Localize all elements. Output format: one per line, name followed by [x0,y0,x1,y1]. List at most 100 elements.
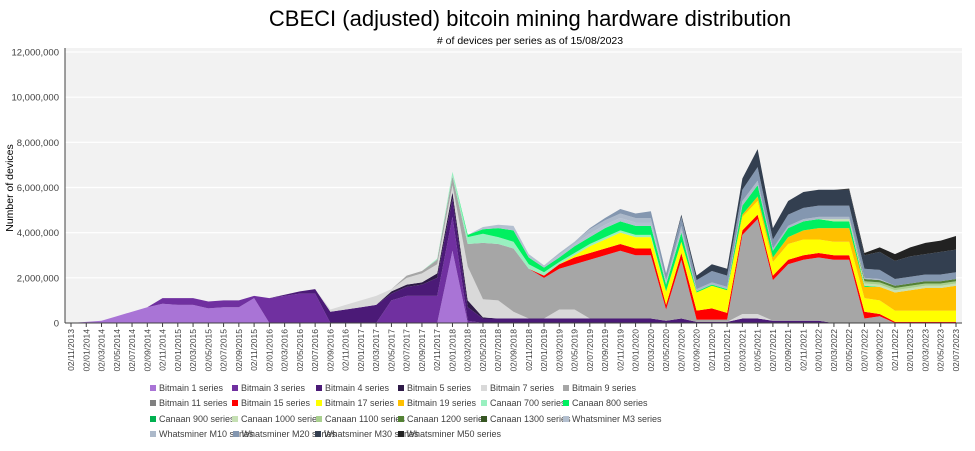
x-tick-label: 02/07/2014 [127,329,137,372]
x-tick-label: 02/01/2023 [905,329,915,372]
legend-item: Canaan 1100 series [316,414,405,424]
legend-swatch [316,415,322,422]
x-tick-label: 02/03/2021 [737,329,747,372]
legend-swatch [397,430,404,437]
x-tick-label: 02/09/2020 [692,329,702,372]
legend-swatch [481,400,487,407]
legend-item: Canaan 700 series [481,398,566,408]
x-tick-label: 02/11/2020 [707,329,717,371]
x-tick-label: 02/11/2015 [249,329,259,371]
legend-swatch [150,415,156,422]
x-tick-label: 02/11/2022 [890,329,900,371]
x-tick-label: 02/03/2018 [463,329,473,372]
legend-swatch [563,400,569,407]
x-tick-label: 02/01/2022 [814,329,824,372]
legend-label: Whatsminer M50 series [406,428,502,439]
x-tick-label: 02/05/2014 [112,329,122,372]
y-tick-label: 0 [54,319,59,330]
legend-swatch [232,430,239,437]
legend-item: Whatsminer M50 series [397,428,502,439]
x-tick-label: 02/11/2018 [524,329,534,371]
legend-label: Canaan 1100 series [325,413,405,424]
legend-swatch [150,430,156,437]
legend-swatch [398,415,404,422]
series-area-bitmain-3-series [71,216,956,323]
x-tick-label: 02/01/2014 [81,329,91,372]
legend-label: Bitmain 19 series [407,398,477,409]
x-tick-label: 02/07/2021 [768,329,778,372]
x-tick-label: 02/07/2020 [676,329,686,372]
y-axis-label: Number of devices [4,144,16,232]
series-area-bitmain-17-series [71,176,956,323]
legend-swatch [481,385,487,391]
x-tick-label: 02/03/2017 [371,329,381,372]
legend-label: Bitmain 9 series [572,383,637,393]
legend-label: Canaan 1300 series [490,413,571,424]
series-area-canaan-700-series [71,171,956,323]
legend-item: Bitmain 9 series [563,383,636,393]
legend-label: Canaan 700 series [490,398,566,409]
x-tick-label: 02/05/2020 [661,329,671,372]
legend-item: Bitmain 17 series [316,398,394,408]
y-tick-label: 8,000,000 [17,138,59,149]
legend-label: Bitmain 7 series [490,383,555,393]
x-tick-label: 02/11/2016 [341,329,351,371]
x-tick-label: 02/05/2016 [295,329,305,372]
legend-item: Whatsminer M30 series [315,429,419,439]
series-area-bitmain-1-series [71,250,956,323]
legend-label: Canaan 1200 series [407,413,488,424]
legend-swatch [150,400,156,407]
x-tick-label: 02/03/2016 [280,329,290,372]
legend-swatch [563,415,569,422]
x-tick-label: 02/03/2014 [97,329,107,372]
legend-label: Bitmain 3 series [241,383,306,393]
legend-swatch [232,400,238,407]
y-tick-label: 2,000,000 [17,273,59,284]
legend-item: Bitmain 7 series [481,383,554,393]
legend-item: Bitmain 19 series [398,398,476,408]
series-area-bitmain-19-series [71,176,956,323]
x-tick-label: 02/05/2022 [844,329,854,372]
x-tick-label: 02/07/2022 [859,329,869,372]
x-tick-label: 02/11/2021 [798,329,808,371]
legend-label: Bitmain 11 series [159,398,228,409]
legend-swatch [481,415,487,422]
x-tick-label: 02/11/2019 [615,329,625,371]
x-tick-label: 02/05/2015 [203,329,213,372]
legend-label: Bitmain 15 series [241,398,311,409]
legend-swatch [232,415,238,422]
chart-title: CBECI (adjusted) bitcoin mining hardware… [268,6,792,31]
legend-label: Whatsminer M20 series [241,428,337,439]
legend-label: Whatsminer M3 series [572,413,662,424]
x-tick-label: 02/09/2019 [600,329,610,372]
legend-item: Canaan 1200 series [398,414,488,424]
legend-item: Bitmain 5 series [398,383,471,393]
legend-swatch [398,385,404,391]
legend-swatch [563,385,569,391]
y-tick-label: 6,000,000 [17,183,59,194]
legend-item: Bitmain 15 series [232,398,310,408]
x-tick-label: 02/01/2021 [722,329,732,372]
legend-swatch [398,400,404,407]
legend-label: Bitmain 4 series [325,383,390,393]
x-tick-label: 02/01/2015 [173,329,183,372]
legend-item: Canaan 1000 series [232,414,322,424]
legend-label: Bitmain 1 series [159,383,224,393]
y-tick-label: 10,000,000 [11,93,59,104]
legend-swatch [316,385,322,391]
x-tick-label: 02/07/2016 [310,329,320,372]
x-tick-label: 02/03/2015 [188,329,198,372]
x-tick-label: 02/05/2021 [753,329,763,372]
legend-label: Canaan 800 series [572,398,648,409]
legend-item: Bitmain 4 series [316,383,389,393]
x-tick-label: 02/07/2023 [951,329,961,372]
y-tick-label: 12,000,000 [11,48,59,59]
x-tick-label: 02/07/2019 [585,329,595,372]
legend-item: Whatsminer M3 series [563,414,662,424]
x-tick-label: 02/03/2020 [646,329,656,372]
legend-item: Canaan 900 series [150,414,235,424]
x-tick-label: 02/07/2015 [219,329,229,372]
legend-item: Whatsminer M20 series [232,428,337,439]
x-tick-label: 02/01/2020 [631,329,641,372]
